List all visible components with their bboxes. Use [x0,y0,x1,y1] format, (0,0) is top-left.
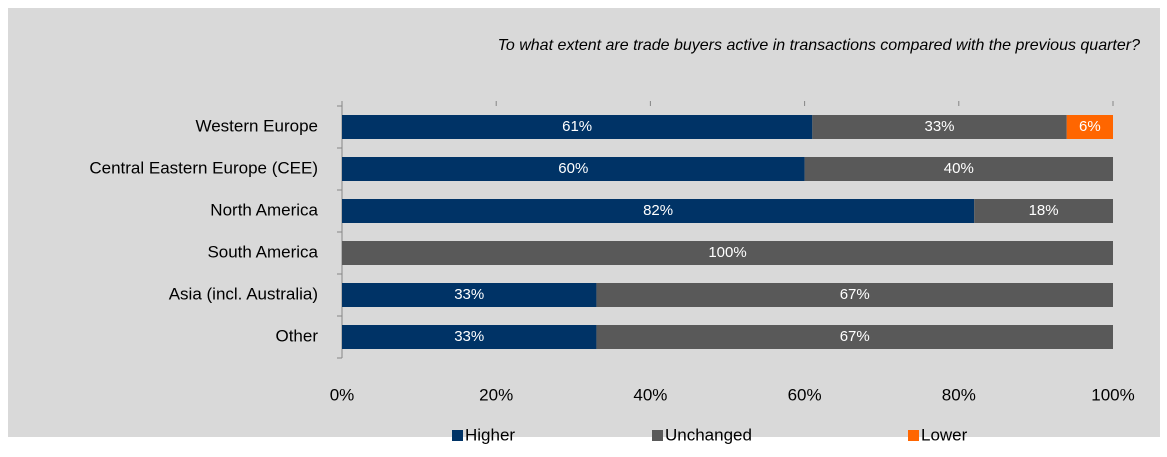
category-label: Other [275,326,318,345]
x-tick-label: 80% [942,385,976,404]
chart-title: To what extent are trade buyers active i… [498,37,1141,54]
value-label: 33% [454,286,484,303]
value-label: 67% [840,328,870,345]
x-tick-label: 100% [1091,385,1134,404]
bar-segment [342,157,805,181]
legend-label: Lower [921,425,968,444]
value-label: 60% [558,160,588,177]
bar-segment [1066,115,1113,139]
legend-swatch [652,430,663,441]
legend-swatch [908,430,919,441]
bar-segment [342,325,597,349]
bar-segment [342,115,813,139]
x-tick-label: 0% [330,385,355,404]
bar-segment [804,157,1113,181]
category-label: South America [207,242,318,261]
bar-segment [812,115,1067,139]
legend-label: Unchanged [665,425,752,444]
value-label: 18% [1029,202,1059,219]
category-label: Western Europe [195,116,318,135]
x-tick-label: 20% [479,385,513,404]
category-label: Asia (incl. Australia) [169,284,318,303]
value-label: 33% [925,118,955,135]
bar-segment [342,283,597,307]
bar-segment [596,325,1113,349]
bar-segment [342,241,1113,265]
value-label: 100% [708,244,746,261]
value-label: 40% [944,160,974,177]
value-label: 6% [1079,118,1101,135]
x-tick-label: 60% [788,385,822,404]
value-label: 33% [454,328,484,345]
legend-label: Higher [465,425,515,444]
category-label: North America [210,200,318,219]
bar-segment [342,199,975,223]
bar-segment [974,199,1113,223]
value-label: 61% [562,118,592,135]
x-tick-label: 40% [633,385,667,404]
bar-segment [596,283,1113,307]
legend-swatch [452,430,463,441]
value-label: 82% [643,202,673,219]
value-label: 67% [840,286,870,303]
category-label: Central Eastern Europe (CEE) [89,158,318,177]
